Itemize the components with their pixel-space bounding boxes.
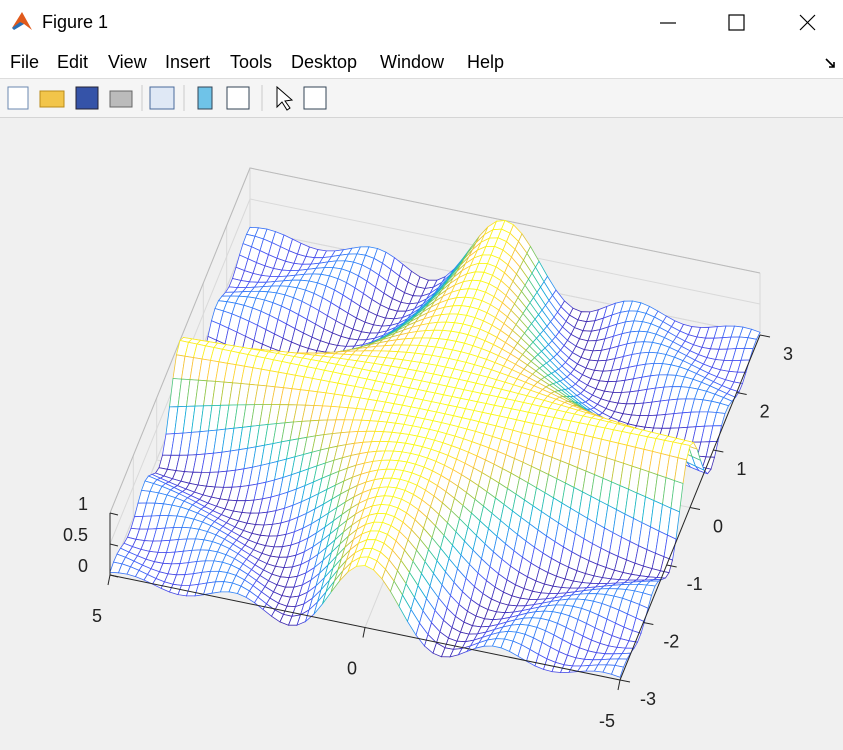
x-tick-label: 0 [347,658,357,678]
z-tick-label: 1 [78,494,88,514]
print-icon[interactable] [109,90,133,108]
menu-item[interactable]: Window [380,52,445,72]
menu-item[interactable]: Desktop [291,52,358,72]
z-tick [109,574,119,578]
colorbar-icon[interactable] [197,86,213,110]
menu-bar: File Edit View Insert Tools Desktop Window Help [0,45,843,79]
y-tick [736,392,747,395]
x-tick-label: -5 [599,711,615,731]
y-tick [713,449,724,453]
title-bar: Figure 1 [0,0,843,45]
menu-item[interactable]: View [108,52,147,72]
y-tick-label: 1 [736,459,746,479]
x-tick [107,574,111,586]
pointer-icon[interactable] [276,85,294,111]
toolbar [0,79,843,118]
toolbar-icons [7,85,327,111]
box-edge [109,167,761,514]
z-tick-label: 0.5 [63,525,88,545]
y-tick-label: -1 [687,574,703,594]
y-tick [666,564,677,568]
y-tick [759,334,771,338]
y-tick-label: 2 [760,401,770,421]
z-tick [109,512,119,516]
mesh-face [610,664,625,678]
x-tick [362,627,366,638]
y-tick-label: 3 [783,344,793,364]
maximize-button[interactable] [728,14,745,31]
new-icon[interactable] [7,86,29,110]
y-tick [619,679,631,683]
menu-item[interactable]: Edit [57,52,89,72]
x-tick [617,679,621,691]
link-icon[interactable] [149,86,175,110]
y-tick-label: 0 [713,516,723,536]
close-button[interactable] [799,14,816,31]
z-tick [109,543,119,547]
axes: 5 0 -5 3 2 1 0 -1 -2 -3 1 0.5 0 [63,167,793,731]
property-icon[interactable] [303,86,327,110]
window-title: Figure 1 [42,12,109,32]
y-tick [689,507,701,510]
menu-item[interactable]: Tools [230,52,273,72]
app-icon-part [12,22,24,30]
save-icon[interactable] [75,86,99,110]
title-icons [12,12,816,31]
legend-icon[interactable] [226,86,250,110]
z-tick-label: 0 [78,556,88,576]
y-tick-label: -2 [663,631,679,651]
y-tick [643,622,654,625]
menu-item[interactable]: File [10,52,40,72]
menu-item[interactable]: Insert [165,52,211,72]
open-icon[interactable] [39,90,65,108]
y-tick-label: -3 [640,689,656,709]
dock-arrow[interactable] [822,53,842,73]
menu-item[interactable]: Help [467,52,505,72]
x-tick-label: 5 [92,606,102,626]
